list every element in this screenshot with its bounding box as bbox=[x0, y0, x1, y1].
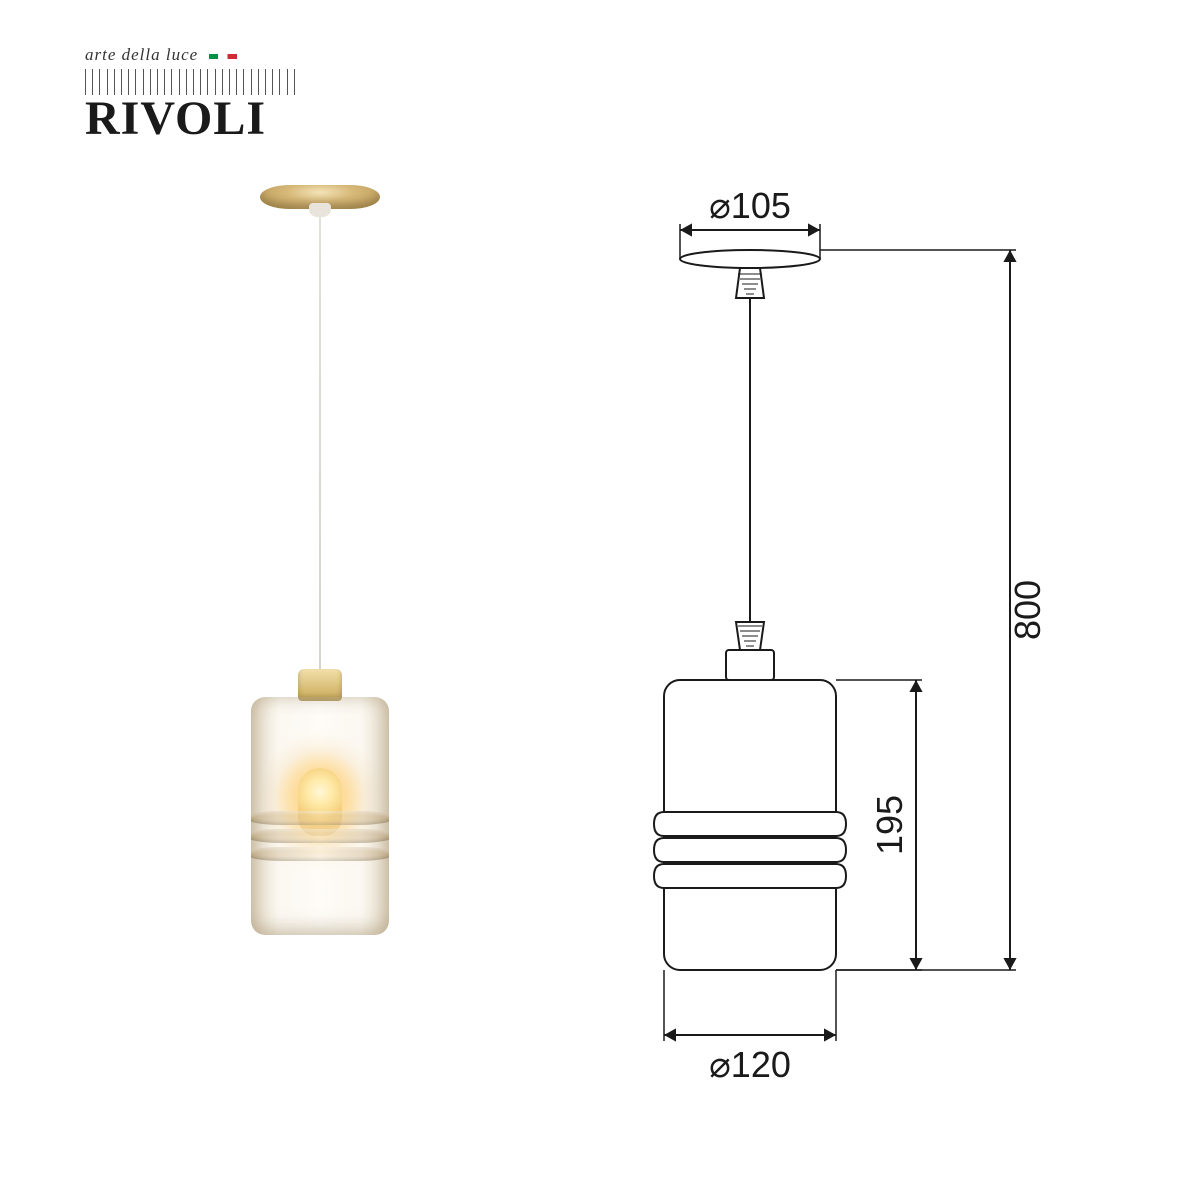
canopy-cap bbox=[309, 203, 331, 217]
svg-text:⌀120: ⌀120 bbox=[709, 1044, 791, 1085]
lamp-canopy bbox=[260, 185, 380, 209]
technical-drawing-svg: ⌀105 ⌀120 195 800 bbox=[600, 180, 1120, 1100]
product-render bbox=[210, 185, 430, 965]
lamp-cord bbox=[319, 209, 321, 669]
logo-tagline: arte della luce bbox=[85, 45, 295, 65]
svg-text:⌀105: ⌀105 bbox=[709, 185, 791, 226]
tagline-text: arte della luce bbox=[85, 45, 198, 64]
italian-flag-icon bbox=[209, 54, 237, 59]
technical-drawing: ⌀105 ⌀120 195 800 bbox=[600, 180, 1120, 1100]
logo-brand-name: RIVOLI bbox=[85, 91, 295, 146]
svg-text:800: 800 bbox=[1007, 580, 1048, 640]
shade-ring-decor bbox=[251, 811, 389, 865]
svg-text:195: 195 bbox=[869, 795, 910, 855]
lamp-shade bbox=[251, 697, 389, 935]
brand-logo: arte della luce RIVOLI bbox=[85, 45, 295, 146]
